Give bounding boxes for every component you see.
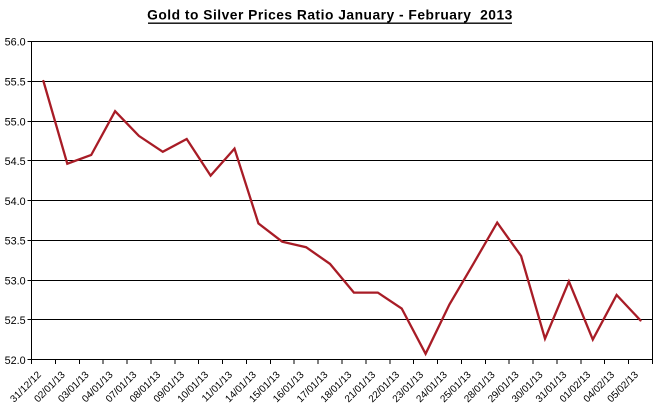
svg-text:52.0: 52.0 <box>5 355 26 367</box>
svg-text:55.5: 55.5 <box>5 77 26 89</box>
svg-text:54.5: 54.5 <box>5 156 26 168</box>
svg-text:55.0: 55.0 <box>5 116 26 128</box>
svg-text:56.0: 56.0 <box>5 37 26 49</box>
svg-text:Gold to Silver Prices Ratio Ja: Gold to Silver Prices Ratio January - Fe… <box>147 8 513 23</box>
svg-text:52.5: 52.5 <box>5 315 26 327</box>
svg-text:53.5: 53.5 <box>5 236 26 248</box>
svg-text:53.0: 53.0 <box>5 275 26 287</box>
svg-text:54.0: 54.0 <box>5 196 26 208</box>
